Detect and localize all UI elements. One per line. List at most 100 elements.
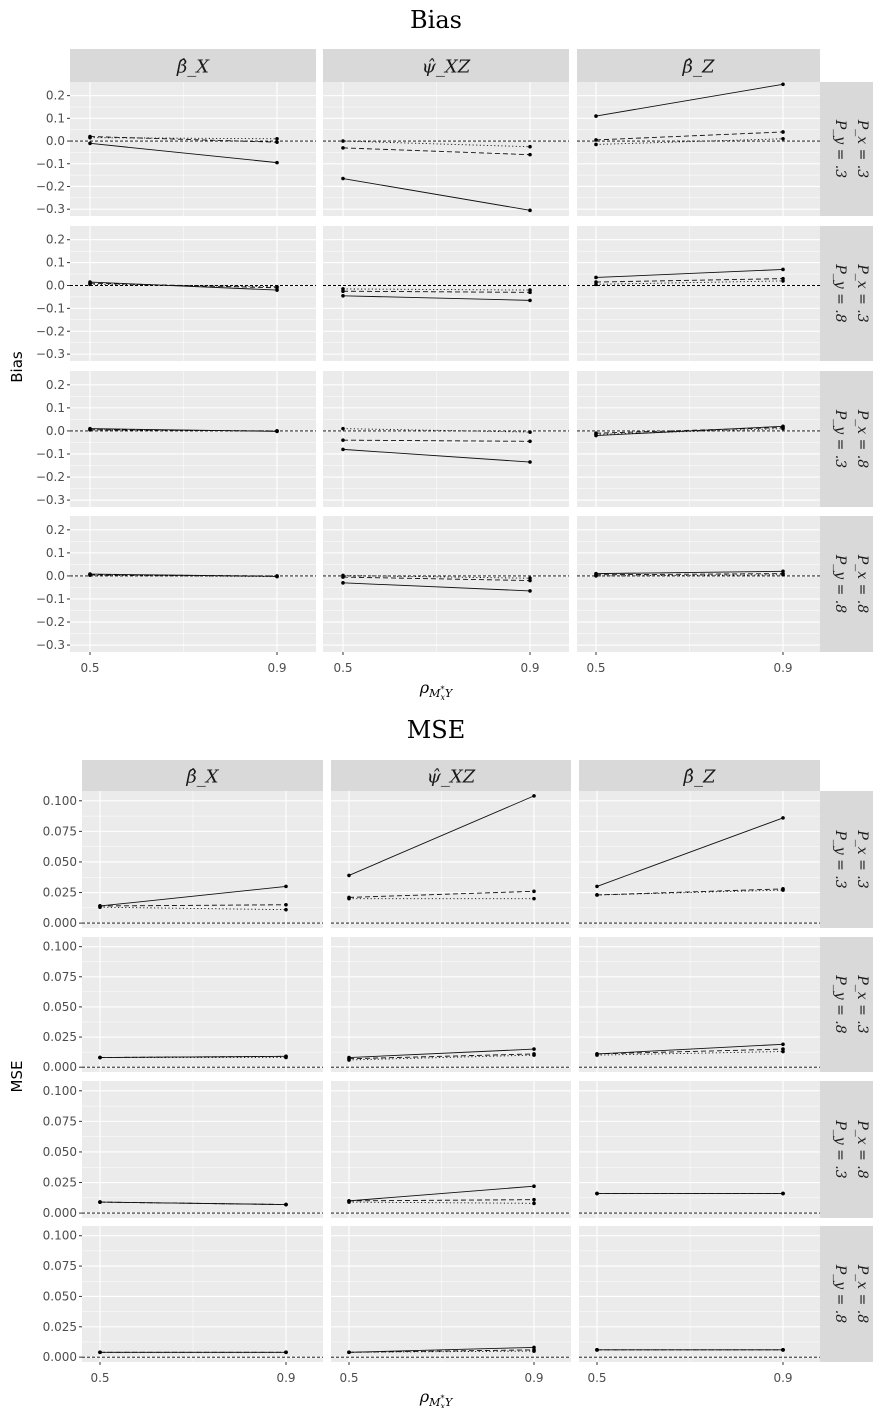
series-line-dotted (89, 137, 278, 140)
y-tick-label: −0.1 (36, 592, 65, 606)
col-strip (70, 49, 316, 82)
data-point (594, 275, 598, 280)
x-axis-label-rho: ρ (419, 1387, 430, 1406)
facet-row: P_x = .8 P_y = .8 0.2 0.1 0.0 −0.1 −0.2 −0.3 0.5… (36, 516, 873, 675)
data-point (532, 889, 536, 894)
facet-row: P_x = .3 P_y = .8 0.100 0.075 0.050 0.025 0.00… (43, 937, 873, 1074)
data-point (341, 287, 345, 291)
col-strip (331, 760, 571, 791)
panel-bg (577, 371, 820, 507)
facet-row: P_x = .3 P_y = .8 0.2 0.1 0.0 −0.1 −0.2 −0.3 (36, 226, 873, 361)
x-tick-label: 0.5 (586, 661, 605, 675)
y-tick-label: −0.1 (36, 301, 65, 315)
data-point (595, 1348, 599, 1352)
data-point (98, 1055, 102, 1060)
panel: 0.5 0.9 (70, 516, 316, 675)
series-line-solid (595, 425, 784, 436)
data-point (781, 426, 785, 431)
col-strip-label: β̂_X (176, 57, 210, 78)
row-strip (820, 82, 873, 216)
data-point (88, 135, 92, 140)
y-tick-label: 0.2 (46, 378, 65, 392)
series-line-dotted (342, 140, 531, 148)
panel (323, 226, 569, 361)
data-point (284, 1350, 288, 1355)
col-strip-label: ψ̂_XZ (427, 767, 476, 788)
facet-row: P_x = .8 P_y = .3 0.2 0.1 0.0 −0.1 −0.2 −0.3 (36, 371, 873, 507)
x-axis-label-M: M (428, 687, 441, 700)
panel-bg (82, 937, 323, 1072)
data-point (275, 136, 279, 141)
x-axis-label-rho: ρ (419, 678, 430, 697)
y-tick-label: 0.050 (43, 1000, 77, 1014)
data-point (781, 82, 785, 87)
series-line-dashed (348, 1199, 535, 1202)
panel (70, 82, 316, 216)
data-point (528, 430, 532, 434)
x-tick-label: 0.9 (524, 1371, 543, 1385)
panel (579, 791, 820, 928)
y-tick-label: 0.000 (43, 1060, 77, 1074)
series-line-dotted (596, 889, 784, 896)
y-tick-label: −0.3 (36, 347, 65, 361)
panel (82, 1081, 323, 1218)
data-point (528, 589, 532, 593)
series-line-solid (596, 1043, 784, 1055)
y-tick-label: 0.0 (46, 569, 65, 583)
row-strip (820, 791, 873, 928)
series-line-dotted (99, 1201, 287, 1205)
panel: 0.5 0.9 (323, 516, 569, 675)
data-point (341, 573, 345, 578)
y-tick-label: −0.2 (36, 470, 65, 484)
series-line-dashed (342, 439, 531, 442)
panel-bg (331, 1081, 571, 1218)
chart-0: Bias Bias β̂_X ψ̂_XZ β̂_Z P_x = .3 P_y = .3 0.2… (8, 6, 873, 702)
data-point (595, 1191, 599, 1196)
data-point (594, 282, 598, 287)
data-point (781, 1042, 785, 1047)
series-line-solid (89, 142, 278, 164)
col-strip-label: β̂_X (185, 767, 219, 788)
series-line-dashed (89, 574, 278, 577)
y-tick-label: 0.1 (46, 401, 65, 415)
data-point (781, 888, 785, 892)
data-point (347, 1350, 351, 1355)
panel (82, 791, 323, 928)
y-tick-label: 0.025 (43, 1176, 77, 1190)
data-point (284, 1055, 288, 1060)
data-point (88, 282, 92, 287)
col-strip (82, 760, 323, 791)
y-tick-label: −0.2 (36, 615, 65, 629)
panel-bg (579, 1226, 820, 1362)
series-line-dotted (596, 1051, 784, 1056)
col-strip (323, 49, 569, 82)
y-tick-label: −0.1 (36, 447, 65, 461)
series-line-dotted (595, 280, 784, 285)
row-strip-label-px: P_x = .8 (854, 1264, 870, 1323)
row-strip-label-py: P_y = .3 (832, 409, 848, 468)
y-tick-label: 0.0 (46, 278, 65, 292)
x-tick-label: 0.5 (339, 1371, 358, 1385)
row-strip (820, 1081, 873, 1218)
x-axis-label: ρM* xY (419, 1387, 454, 1408)
panel-bg (70, 371, 316, 507)
data-point (532, 896, 536, 901)
panel-bg (82, 1226, 323, 1362)
series-line-dashed (342, 290, 531, 293)
row-strip (820, 1226, 873, 1362)
data-point (781, 572, 785, 577)
facet-row: P_x = .8 P_y = .8 0.100 0.075 0.050 0.025 0.00… (43, 1226, 873, 1385)
data-point (595, 893, 599, 897)
y-tick-label: 0.1 (46, 111, 65, 125)
data-point (341, 447, 345, 452)
series-line-dashed (595, 427, 784, 434)
data-point (341, 176, 345, 181)
y-tick-label: 0.050 (43, 1145, 77, 1159)
x-axis-label-Y: Y (445, 1396, 454, 1408)
data-point (275, 284, 279, 289)
row-strip-label-py: P_y = .8 (832, 263, 848, 322)
x-axis-label-x: x (440, 1402, 445, 1408)
data-point (347, 1200, 351, 1204)
data-point (528, 144, 532, 149)
data-point (532, 1047, 536, 1051)
